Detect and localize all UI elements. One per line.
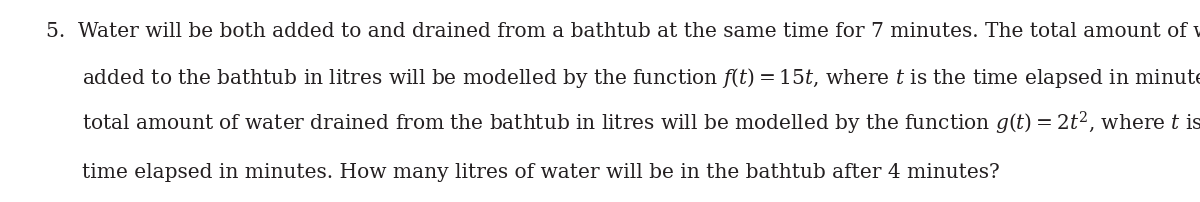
Text: time elapsed in minutes. How many litres of water will be in the bathtub after 4: time elapsed in minutes. How many litres…: [82, 162, 1000, 181]
Text: total amount of water drained from the bathtub in litres will be modelled by the: total amount of water drained from the b…: [82, 110, 1200, 137]
Text: added to the bathtub in litres will be modelled by the function $f(t) = 15t$, wh: added to the bathtub in litres will be m…: [82, 66, 1200, 90]
Text: 5.  Water will be both added to and drained from a bathtub at the same time for : 5. Water will be both added to and drain…: [46, 21, 1200, 40]
